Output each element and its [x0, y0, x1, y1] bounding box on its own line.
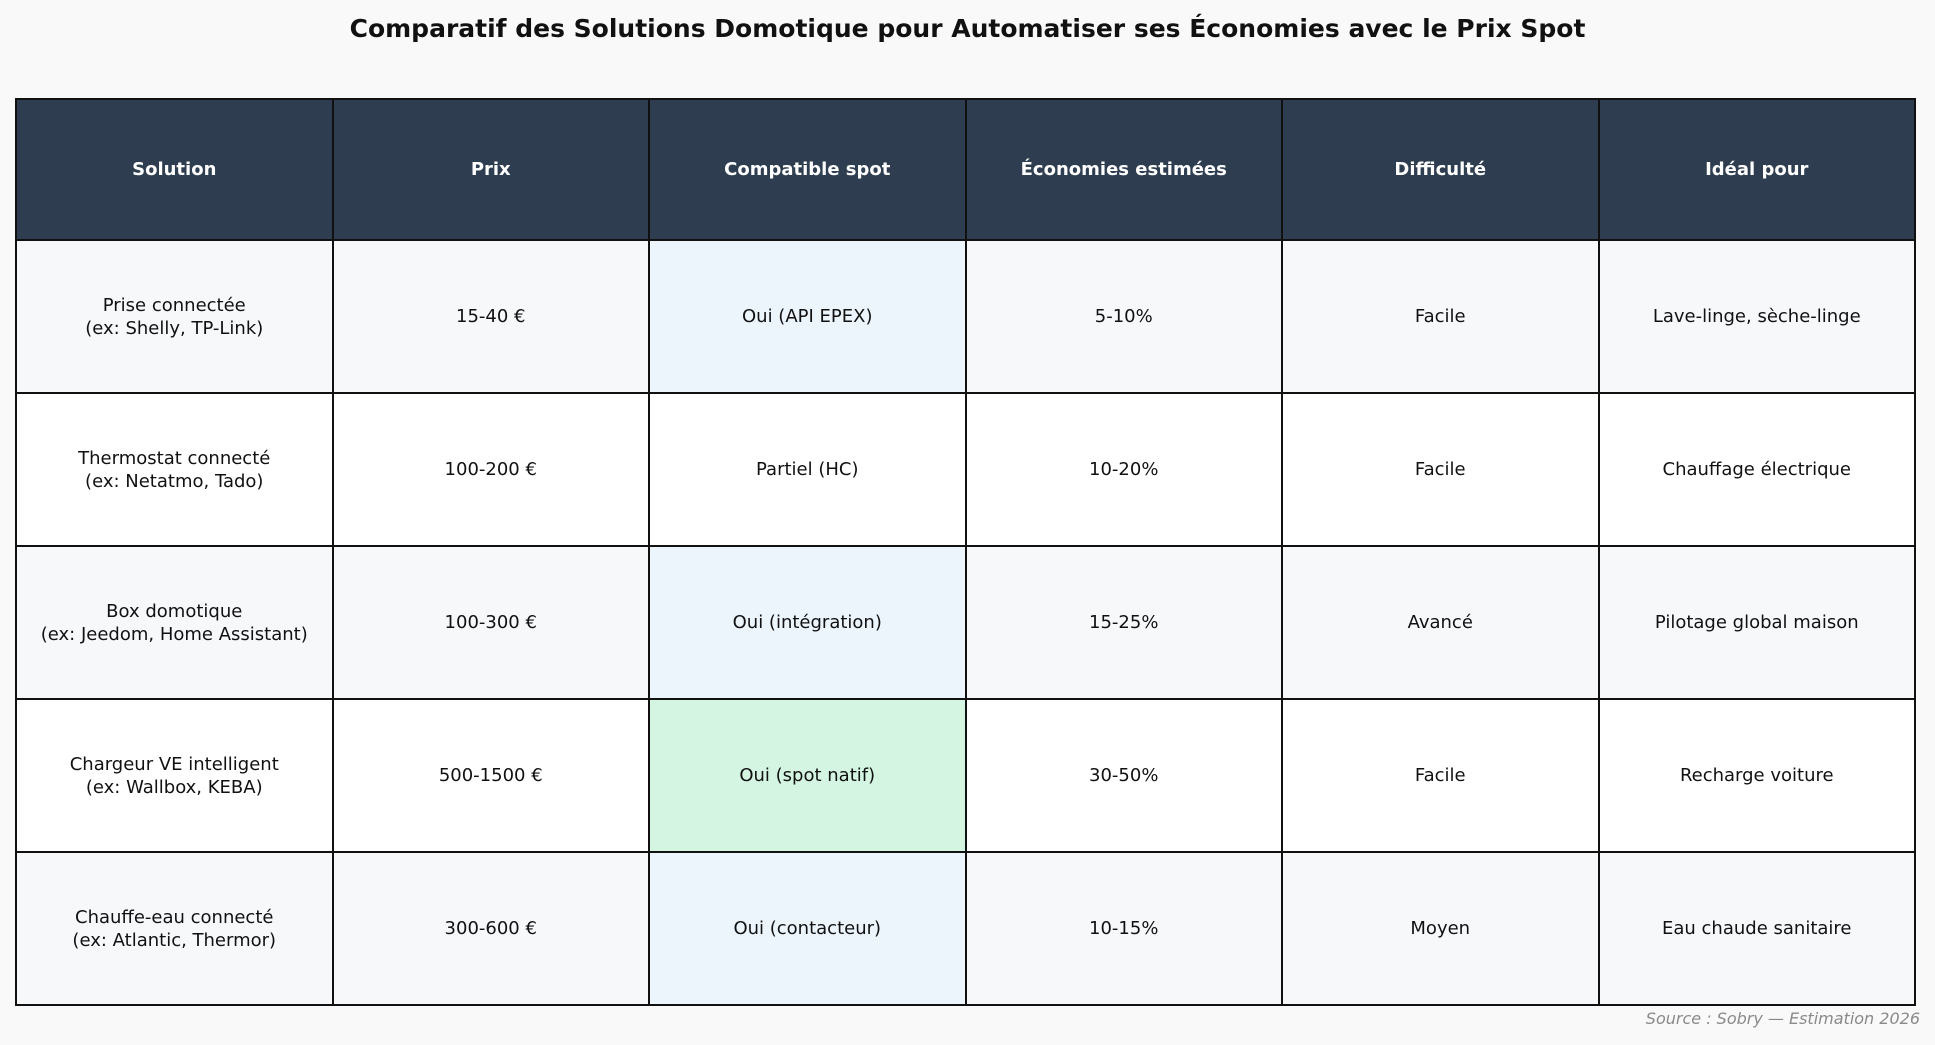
cell-solution: Chauffe-eau connecté (ex: Atlantic, Therm…: [15, 851, 334, 1006]
cell-ideal: Recharge voiture: [1597, 698, 1916, 853]
header-prix: Prix: [331, 98, 650, 241]
header-solution: Solution: [15, 98, 334, 241]
cell-spot: Partiel (HC): [648, 392, 967, 547]
cell-solution: Thermostat connecté (ex: Netatmo, Tado): [15, 392, 334, 547]
cell-economies: 10-15%: [964, 851, 1283, 1006]
solution-example: (ex: Wallbox, KEBA): [85, 776, 263, 798]
table-row: Box domotique (ex: Jeedom, Home Assistant…: [15, 545, 1916, 700]
table-row: Prise connectée (ex: Shelly, TP-Link) 15-…: [15, 239, 1916, 394]
cell-difficulte: Facile: [1281, 239, 1600, 394]
cell-solution: Box domotique (ex: Jeedom, Home Assistant…: [15, 545, 334, 700]
solution-name: Box domotique: [106, 600, 243, 622]
cell-difficulte: Facile: [1281, 698, 1600, 853]
cell-spot: Oui (contacteur): [648, 851, 967, 1006]
header-economies: Économies estimées: [964, 98, 1283, 241]
header-difficulte: Difficulté: [1281, 98, 1600, 241]
solution-name: Thermostat connecté: [78, 447, 271, 469]
cell-ideal: Lave-linge, sèche-linge: [1597, 239, 1916, 394]
cell-prix: 100-200 €: [331, 392, 650, 547]
table-row: Chargeur VE intelligent (ex: Wallbox, KEB…: [15, 698, 1916, 853]
solution-name: Chargeur VE intelligent: [69, 753, 279, 775]
solution-example: (ex: Netatmo, Tado): [85, 470, 264, 492]
solution-name: Prise connectée: [102, 294, 246, 316]
cell-ideal: Chauffage électrique: [1597, 392, 1916, 547]
solution-example: (ex: Jeedom, Home Assistant): [40, 623, 308, 645]
cell-economies: 15-25%: [964, 545, 1283, 700]
cell-spot: Oui (spot natif): [648, 698, 967, 853]
cell-economies: 5-10%: [964, 239, 1283, 394]
cell-prix: 100-300 €: [331, 545, 650, 700]
cell-difficulte: Avancé: [1281, 545, 1600, 700]
cell-economies: 30-50%: [964, 698, 1283, 853]
cell-ideal: Eau chaude sanitaire: [1597, 851, 1916, 1006]
solution-name: Chauffe-eau connecté: [75, 906, 274, 928]
cell-difficulte: Moyen: [1281, 851, 1600, 1006]
table-row: Chauffe-eau connecté (ex: Atlantic, Therm…: [15, 851, 1916, 1006]
cell-difficulte: Facile: [1281, 392, 1600, 547]
cell-economies: 10-20%: [964, 392, 1283, 547]
solution-example: (ex: Shelly, TP-Link): [85, 317, 264, 339]
cell-solution: Prise connectée (ex: Shelly, TP-Link): [15, 239, 334, 394]
header-row: Solution Prix Compatible spot Économies …: [15, 98, 1916, 241]
cell-solution: Chargeur VE intelligent (ex: Wallbox, KEB…: [15, 698, 334, 853]
cell-ideal: Pilotage global maison: [1597, 545, 1916, 700]
cell-prix: 500-1500 €: [331, 698, 650, 853]
header-ideal: Idéal pour: [1597, 98, 1916, 241]
table-row: Thermostat connecté (ex: Netatmo, Tado) 1…: [15, 392, 1916, 547]
cell-spot: Oui (intégration): [648, 545, 967, 700]
cell-prix: 300-600 €: [331, 851, 650, 1006]
comparison-table: Solution Prix Compatible spot Économies …: [15, 98, 1916, 1006]
header-compatible-spot: Compatible spot: [648, 98, 967, 241]
solution-example: (ex: Atlantic, Thermor): [72, 929, 277, 951]
chart-title: Comparatif des Solutions Domotique pour …: [349, 14, 1586, 43]
cell-spot: Oui (API EPEX): [648, 239, 967, 394]
source-note: Source : Sobry — Estimation 2026: [1645, 1009, 1920, 1028]
cell-prix: 15-40 €: [331, 239, 650, 394]
